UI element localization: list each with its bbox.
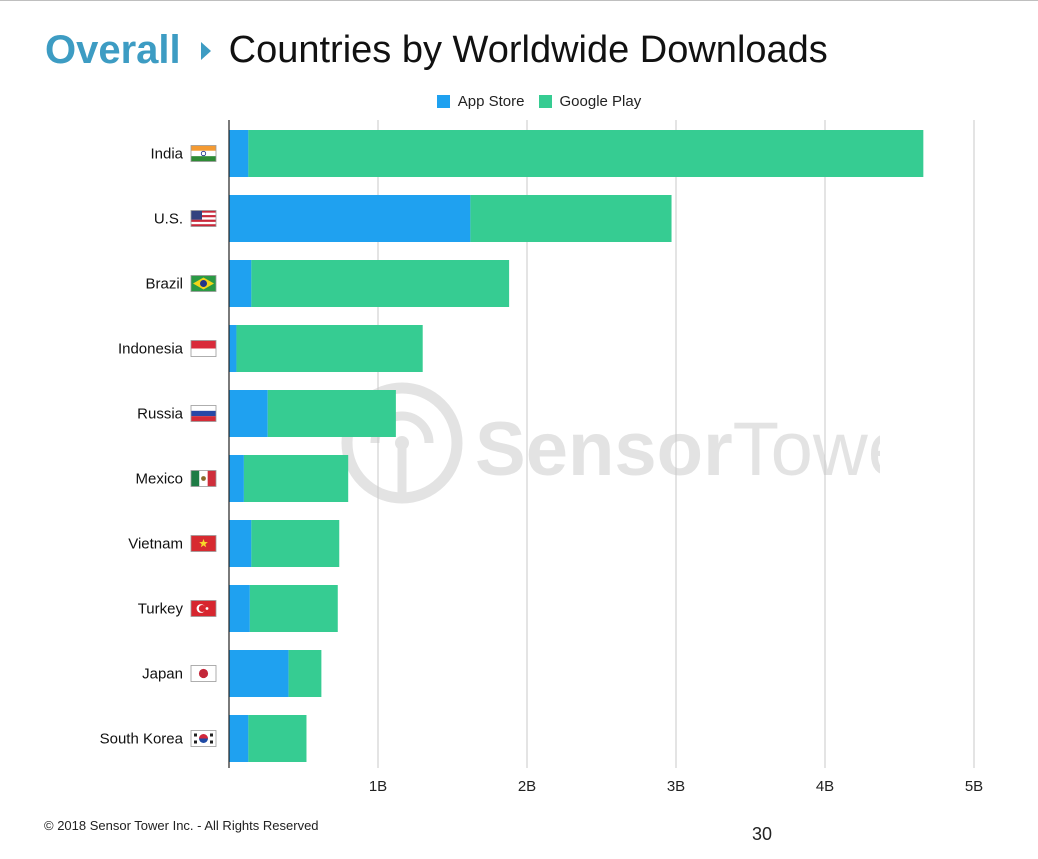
bar-google-play bbox=[251, 520, 340, 567]
bar-google-play bbox=[249, 585, 338, 632]
watermark-brand-a: Sensor bbox=[475, 407, 733, 492]
india-flag-icon bbox=[190, 145, 217, 162]
bar-app-store bbox=[229, 585, 250, 632]
brazil-flag-icon bbox=[190, 275, 217, 292]
watermark-brand-b: Tower bbox=[733, 407, 880, 492]
section-label: Overall bbox=[45, 28, 181, 72]
bar-google-play bbox=[236, 325, 423, 372]
japan-flag-icon bbox=[190, 665, 217, 682]
category-label: Mexico bbox=[135, 471, 183, 488]
x-tick-label: 4B bbox=[816, 778, 834, 795]
page-number: 30 bbox=[752, 824, 773, 844]
x-tick-label: 3B bbox=[667, 778, 685, 795]
turkey-flag-icon bbox=[190, 600, 217, 617]
vietnam-flag-icon bbox=[190, 535, 217, 552]
legend-label-google-play: Google Play bbox=[559, 93, 642, 110]
russia-flag-icon bbox=[190, 405, 217, 422]
slide-title: Overall Countries by Worldwide Downloads bbox=[45, 28, 828, 73]
category-label: Vietnam bbox=[128, 536, 183, 553]
bar-google-play bbox=[248, 715, 307, 762]
bar-google-play bbox=[470, 195, 672, 242]
category-label: Japan bbox=[142, 666, 183, 683]
bar-google-play bbox=[251, 260, 510, 307]
south-korea-flag-icon bbox=[190, 730, 217, 747]
indonesia-flag-icon bbox=[190, 340, 217, 357]
legend-swatch-app-store bbox=[436, 95, 450, 108]
bar-google-play bbox=[288, 650, 322, 697]
chart-legend: App Store Google Play bbox=[0, 93, 1038, 110]
bar-app-store bbox=[229, 260, 252, 307]
bar-app-store bbox=[229, 715, 249, 762]
bar-app-store bbox=[229, 325, 237, 372]
legend-label-app-store: App Store bbox=[457, 93, 525, 110]
bar-app-store bbox=[229, 390, 268, 437]
footer-copyright: © 2018 Sensor Tower Inc. - All Rights Re… bbox=[44, 818, 319, 833]
x-tick-label: 1B bbox=[369, 778, 387, 795]
category-label: India bbox=[150, 146, 183, 163]
bar-app-store bbox=[229, 650, 289, 697]
category-label: Brazil bbox=[145, 276, 183, 293]
x-tick-label: 5B bbox=[965, 778, 983, 795]
bar-app-store bbox=[229, 520, 252, 567]
bar-google-play bbox=[248, 130, 924, 177]
category-label: Turkey bbox=[138, 601, 184, 618]
bar-app-store bbox=[229, 195, 471, 242]
page-title: Countries by Worldwide Downloads bbox=[228, 29, 828, 71]
category-label: Russia bbox=[137, 406, 184, 423]
x-tick-label: 2B bbox=[518, 778, 536, 795]
top-border bbox=[0, 0, 1038, 1]
bar-app-store bbox=[229, 130, 249, 177]
category-label: South Korea bbox=[100, 731, 184, 748]
mexico-flag-icon bbox=[190, 470, 217, 487]
chevron-right-icon bbox=[200, 41, 211, 60]
bar-app-store bbox=[229, 455, 244, 502]
legend-item-app-store: App Store bbox=[436, 93, 525, 110]
category-label: Indonesia bbox=[118, 341, 184, 358]
us-flag-icon bbox=[190, 210, 217, 227]
legend-item-google-play: Google Play bbox=[538, 93, 642, 110]
bar-google-play bbox=[267, 390, 396, 437]
bar-google-play bbox=[243, 455, 349, 502]
legend-swatch-google-play bbox=[538, 95, 552, 108]
category-label: U.S. bbox=[154, 211, 183, 228]
